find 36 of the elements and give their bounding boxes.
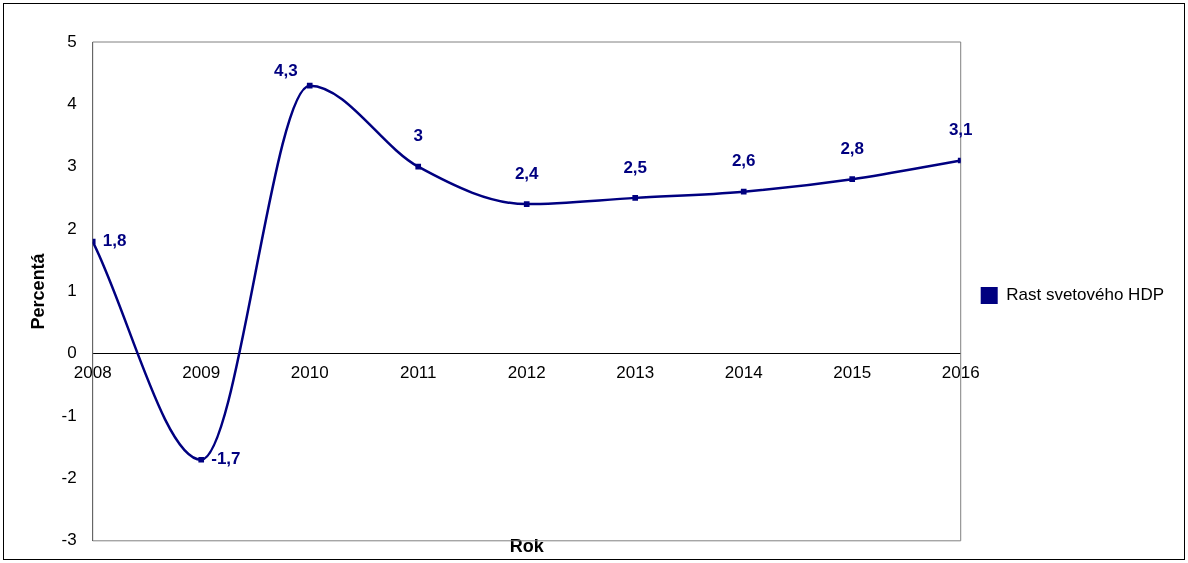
y-tick-label: -1 <box>61 405 77 425</box>
x-tick-label: 2013 <box>616 362 655 382</box>
y-tick-label: 1 <box>67 281 77 301</box>
data-label: 2,4 <box>514 163 540 183</box>
y-tick-label: -3 <box>61 530 77 550</box>
x-tick-label: 2010 <box>290 362 329 382</box>
x-tick-label: 2015 <box>833 362 872 382</box>
data-label: 3,1 <box>948 120 973 140</box>
y-tick-label: 3 <box>67 156 77 176</box>
point <box>849 176 856 182</box>
data-label: 2,6 <box>731 151 756 171</box>
data-label: 2,5 <box>623 157 648 177</box>
x-tick-label: 2009 <box>182 362 221 382</box>
point <box>740 188 747 195</box>
x-tick-label: 2014 <box>724 362 763 382</box>
point <box>632 195 639 201</box>
point <box>198 456 205 463</box>
legend-label: Rast svetového HDP <box>1006 285 1165 305</box>
y-tick-label: 4 <box>67 94 77 114</box>
y-axis-title: Percentá <box>27 252 48 330</box>
data-label: -1,7 <box>211 449 241 469</box>
x-tick-label: 2016 <box>941 362 980 382</box>
point <box>415 163 422 170</box>
data-label: 2,8 <box>840 138 865 158</box>
x-tick-label: 2012 <box>507 362 546 382</box>
y-tick-label: 5 <box>67 31 77 51</box>
data-label: 3 <box>413 126 423 146</box>
y-tick-label: -2 <box>61 468 77 488</box>
x-tick-label: 2011 <box>399 362 437 382</box>
x-axis-title: Rok <box>509 535 545 556</box>
data-label: 1,8 <box>102 231 127 251</box>
point <box>523 201 530 207</box>
y-tick-label: 2 <box>67 218 77 238</box>
data-label: 4,3 <box>274 61 298 81</box>
y-tick-label: 0 <box>67 343 77 363</box>
point <box>306 82 313 89</box>
